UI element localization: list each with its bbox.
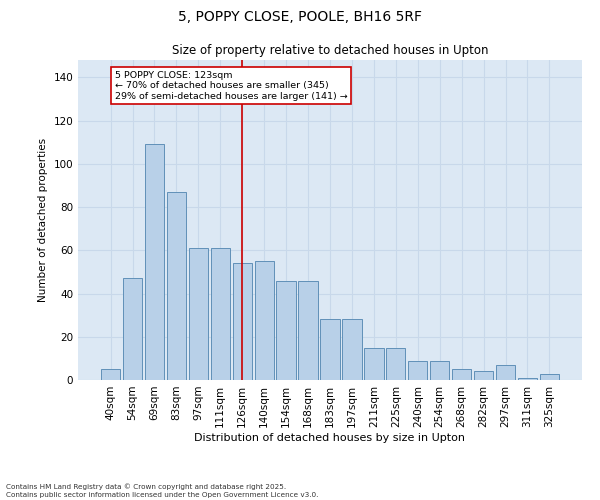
Bar <box>277 280 296 380</box>
Bar <box>188 248 208 380</box>
X-axis label: Distribution of detached houses by size in Upton: Distribution of detached houses by size … <box>194 432 466 442</box>
Text: 5 POPPY CLOSE: 123sqm
← 70% of detached houses are smaller (345)
29% of semi-det: 5 POPPY CLOSE: 123sqm ← 70% of detached … <box>115 71 348 101</box>
Bar <box>518 378 537 380</box>
Bar <box>298 280 318 380</box>
Bar <box>386 348 406 380</box>
Bar <box>320 320 340 380</box>
Bar <box>452 369 472 380</box>
Bar <box>101 369 120 380</box>
Bar <box>342 320 362 380</box>
Bar <box>211 248 230 380</box>
Text: Contains HM Land Registry data © Crown copyright and database right 2025.
Contai: Contains HM Land Registry data © Crown c… <box>6 484 319 498</box>
Y-axis label: Number of detached properties: Number of detached properties <box>38 138 48 302</box>
Bar <box>254 261 274 380</box>
Text: 5, POPPY CLOSE, POOLE, BH16 5RF: 5, POPPY CLOSE, POOLE, BH16 5RF <box>178 10 422 24</box>
Title: Size of property relative to detached houses in Upton: Size of property relative to detached ho… <box>172 44 488 58</box>
Bar <box>145 144 164 380</box>
Bar <box>540 374 559 380</box>
Bar <box>167 192 186 380</box>
Bar <box>408 360 427 380</box>
Bar <box>123 278 142 380</box>
Bar <box>496 365 515 380</box>
Bar <box>233 263 252 380</box>
Bar <box>474 372 493 380</box>
Bar <box>430 360 449 380</box>
Bar <box>364 348 383 380</box>
